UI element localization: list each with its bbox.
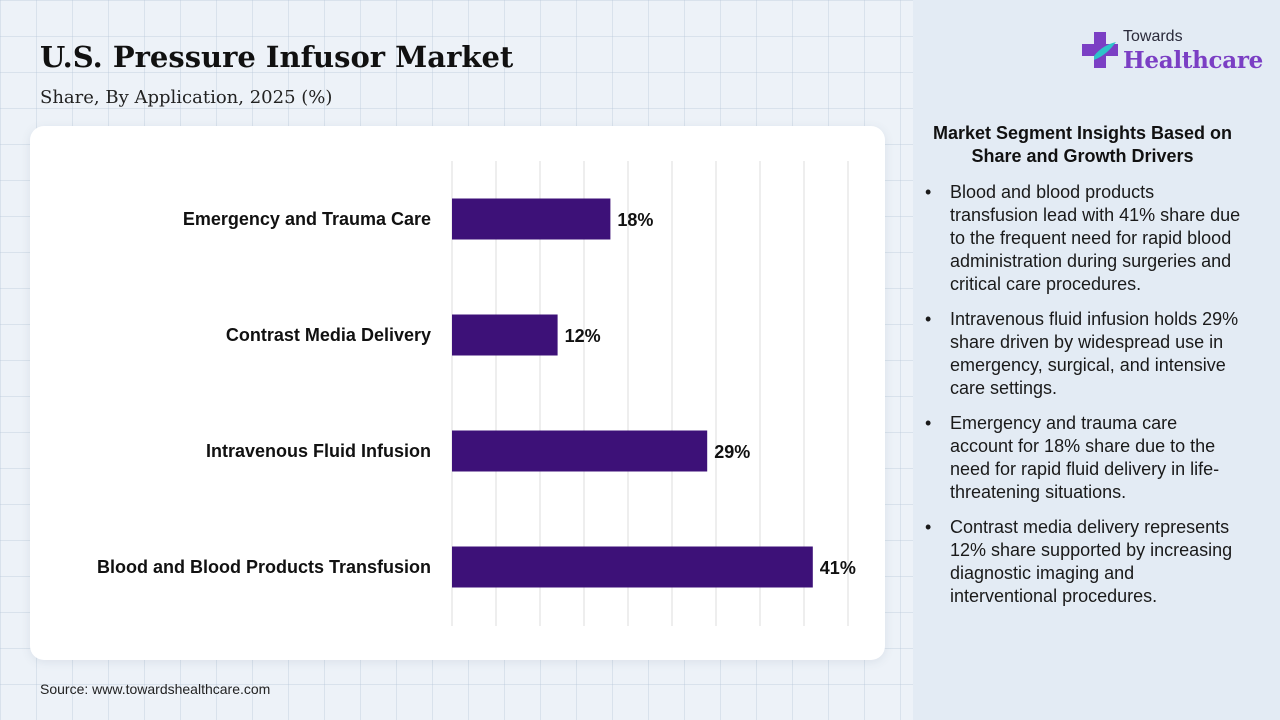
insight-item: Emergency and trauma care account for 18…: [920, 412, 1245, 504]
insights-title: Market Segment Insights Based on Share a…: [932, 123, 1233, 166]
category-label: Blood and Blood Products Transfusion: [97, 557, 431, 577]
bar: [452, 198, 611, 240]
insight-item: Contrast media delivery represents 12% s…: [920, 516, 1245, 608]
bar: [452, 314, 558, 356]
insight-item: Blood and blood products transfusion lea…: [920, 181, 1245, 296]
source-note: Source: www.towardshealthcare.com: [40, 681, 271, 697]
data-label: 41%: [820, 558, 856, 578]
bar: [452, 430, 708, 472]
logo-text-healthcare: Healthcare: [1123, 47, 1264, 74]
category-label: Contrast Media Delivery: [226, 325, 431, 345]
bar-chart: Emergency and Trauma Care 18% Contrast Med…: [97, 161, 856, 626]
brand-logo[interactable]: Towards Healthcare: [1080, 26, 1270, 82]
category-label: Emergency and Trauma Care: [183, 209, 431, 229]
data-label: 29%: [714, 442, 750, 462]
chart-card: Emergency and Trauma Care 18% Contrast Med…: [30, 126, 885, 660]
page-title: U.S. Pressure Infusor Market: [40, 40, 514, 74]
insights-list: Blood and blood products transfusion lea…: [920, 181, 1245, 620]
data-label: 18%: [617, 210, 653, 230]
category-label: Intravenous Fluid Infusion: [206, 441, 431, 461]
page-subtitle: Share, By Application, 2025 (%): [40, 87, 333, 108]
bar: [452, 546, 813, 588]
insight-item: Intravenous fluid infusion holds 29% sha…: [920, 308, 1245, 400]
logo-cross-icon: [1082, 32, 1118, 68]
logo-text-towards: Towards: [1123, 28, 1183, 45]
data-label: 12%: [565, 326, 601, 346]
